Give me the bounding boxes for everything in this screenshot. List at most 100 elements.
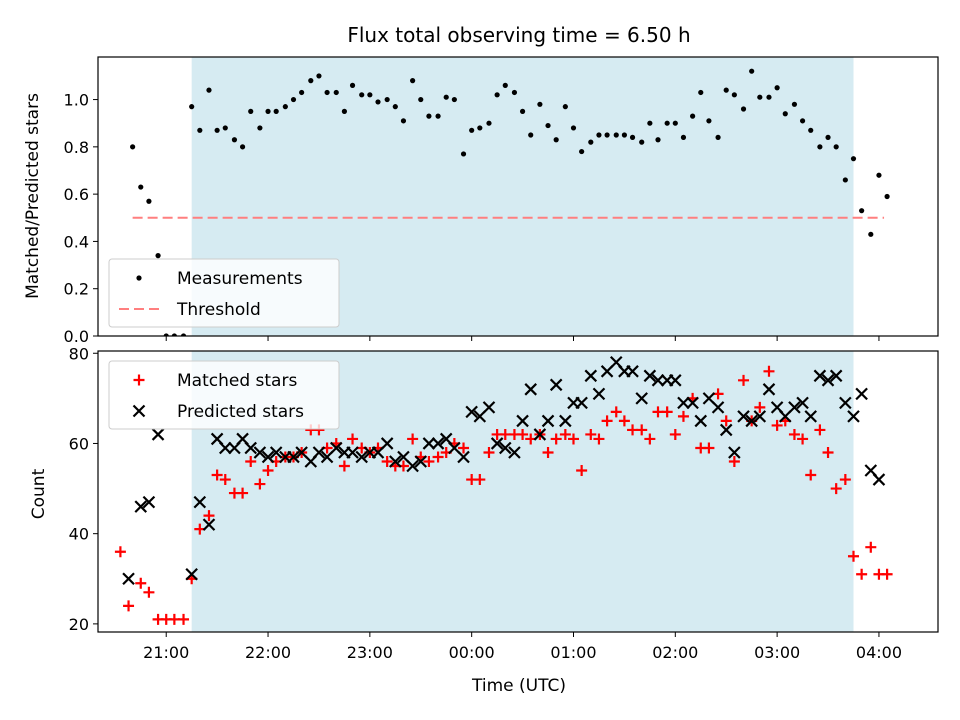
legend-label: Predicted stars	[177, 402, 304, 422]
measurement-point	[562, 104, 568, 110]
measurement-point	[248, 108, 254, 114]
predicted-point	[355, 450, 368, 464]
y-tick-label: 0.6	[64, 185, 89, 204]
measurement-point	[146, 198, 152, 204]
predicted-point	[541, 414, 555, 428]
predicted-point	[253, 446, 267, 459]
legend-plus-marker	[133, 374, 145, 386]
measurement-point	[723, 87, 729, 93]
matched-point	[822, 446, 834, 458]
bottom-y-axis-label: Count	[29, 468, 49, 519]
predicted-point	[414, 455, 428, 468]
measurement-point	[257, 125, 263, 131]
matched-point	[123, 600, 135, 612]
predicted-point	[719, 423, 733, 437]
matched-point	[338, 460, 350, 472]
measurement-point	[680, 134, 687, 140]
plot-area	[130, 68, 890, 336]
matched-point	[669, 428, 681, 440]
matched-point	[703, 442, 715, 454]
x-tick-label: 03:00	[754, 643, 800, 662]
x-tick-label: 00:00	[449, 643, 495, 662]
predicted-point	[745, 414, 758, 428]
matched-point	[720, 415, 732, 427]
matched-point	[738, 374, 750, 386]
predicted-point	[516, 414, 529, 428]
predicted-point	[559, 414, 572, 428]
predicted-point	[753, 410, 767, 423]
predicted-point	[457, 450, 470, 464]
predicted-point	[737, 410, 750, 423]
predicted-point	[406, 459, 419, 473]
measurement-point	[672, 120, 678, 126]
measurement-point	[155, 253, 161, 259]
legend-label: Measurements	[177, 269, 303, 289]
measurement-point	[239, 144, 246, 150]
y-tick-label: 40	[69, 525, 89, 544]
predicted-point	[346, 446, 359, 459]
measurement-point	[486, 120, 492, 126]
predicted-point	[524, 383, 538, 396]
measurement-point	[570, 125, 577, 131]
legend: Matched stars Predicted stars	[108, 360, 340, 430]
measurement-point	[375, 99, 381, 105]
matched-point	[847, 550, 859, 562]
matched-point	[211, 469, 223, 481]
predicted-point	[422, 437, 436, 450]
measurement-point	[545, 122, 551, 129]
measurement-point	[808, 127, 814, 133]
matched-point	[203, 510, 215, 522]
matched-point	[237, 487, 249, 499]
measurement-point	[511, 89, 518, 96]
matched-point	[423, 456, 435, 468]
matched-point	[262, 465, 274, 477]
predicted-point	[389, 455, 402, 468]
measurement-point	[799, 118, 806, 124]
measurement-point	[469, 127, 475, 133]
predicted-point	[508, 446, 521, 459]
predicted-point	[122, 572, 135, 586]
measurement-point	[731, 92, 737, 98]
y-tick-label: 80	[69, 344, 89, 363]
y-tick-label: 0.4	[64, 232, 89, 251]
matched-point	[347, 433, 359, 445]
x-tick-label: 04:00	[856, 643, 902, 662]
matched-point	[245, 456, 257, 468]
y-tick-label: 0.8	[64, 138, 89, 157]
measurement-point	[621, 132, 628, 138]
series-x-1	[122, 355, 886, 586]
matched-point	[219, 474, 231, 486]
measurement-point	[410, 78, 416, 84]
matched-point	[771, 419, 783, 431]
predicted-point	[788, 401, 801, 414]
measurement-point	[850, 156, 857, 162]
matched-point	[677, 410, 689, 422]
matched-point	[805, 469, 817, 481]
y-tick-label: 60	[69, 434, 89, 453]
measurement-point	[171, 333, 177, 336]
matched-point	[550, 433, 562, 445]
predicted-point	[193, 495, 207, 509]
predicted-point	[635, 392, 648, 405]
measurement-point	[604, 132, 610, 138]
predicted-point	[762, 383, 776, 396]
measurement-point	[273, 108, 279, 114]
matched-point	[143, 586, 155, 598]
matched-point	[593, 433, 605, 445]
measurement-point	[774, 85, 780, 91]
measurement-point	[180, 333, 187, 336]
measurement-point	[163, 333, 169, 336]
measurement-point	[494, 92, 500, 98]
measurement-point	[477, 125, 483, 131]
matched-point	[458, 442, 470, 454]
matched-point	[567, 433, 579, 445]
matched-point	[576, 465, 588, 477]
measurement-point	[639, 139, 645, 145]
matched-point	[474, 474, 486, 486]
measurement-point	[231, 137, 238, 143]
predicted-point	[804, 410, 818, 423]
predicted-point	[269, 446, 283, 459]
legend-label: Matched stars	[177, 371, 297, 391]
measurement-point	[265, 108, 271, 114]
predicted-point	[643, 369, 657, 383]
